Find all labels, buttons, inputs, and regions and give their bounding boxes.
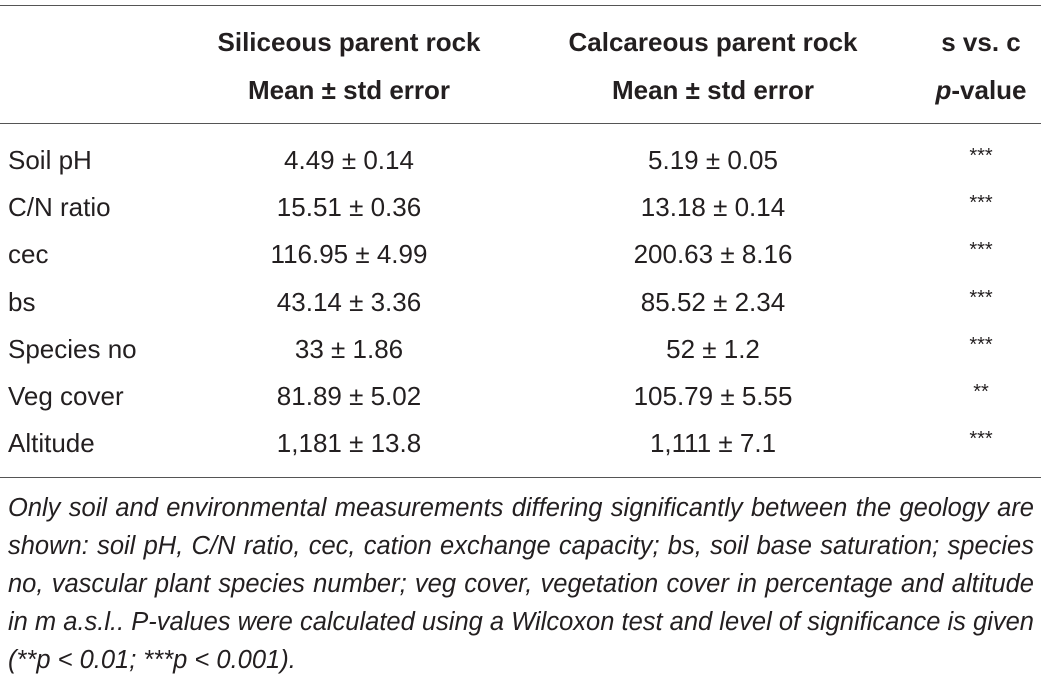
- significance: ***: [969, 286, 993, 309]
- value-cell: 85.52 ± 2.34: [640, 286, 786, 317]
- value-cell: 105.79 ± 5.55: [633, 381, 793, 411]
- row-label: Soil pH: [8, 145, 92, 175]
- significance: ***: [969, 145, 993, 167]
- significance: **: [973, 381, 989, 403]
- header-text: p: [935, 75, 952, 105]
- header-cell: Mean ± std error: [247, 75, 451, 105]
- value-cell: 81.89 ± 5.02: [276, 381, 422, 411]
- row-label: cec: [8, 239, 49, 270]
- value-cell: 52 ± 1.2: [666, 333, 760, 364]
- footnote: Only soil and environmental measurements…: [8, 494, 1034, 674]
- row-label: Species no: [8, 333, 137, 364]
- value-cell: 1,181 ± 13.8: [276, 428, 422, 459]
- value-cell: 116.95 ± 4.99: [270, 239, 428, 270]
- value-cell: 200.63 ± 8.16: [633, 239, 793, 270]
- value-cell: 13.18 ± 0.14: [640, 192, 786, 223]
- row-label: C/N ratio: [8, 192, 111, 223]
- header-cell: Calcareous parent rock: [568, 27, 858, 57]
- significance: ***: [969, 192, 993, 215]
- header-text: -value: [951, 75, 1027, 105]
- header-rule: [0, 123, 1041, 124]
- value-cell: 43.14 ± 3.36: [276, 286, 422, 317]
- value-cell: 1,111 ± 7.1: [649, 428, 777, 459]
- significance: ***: [969, 239, 993, 262]
- row-label: bs: [8, 286, 36, 317]
- significance: ***: [969, 428, 993, 451]
- top-rule: [0, 5, 1041, 6]
- significance: ***: [969, 333, 993, 356]
- header-cell: Siliceous parent rock: [217, 27, 481, 57]
- value-cell: 15.51 ± 0.36: [276, 192, 422, 223]
- row-label: Veg cover: [8, 381, 124, 411]
- value-cell: 4.49 ± 0.14: [284, 145, 414, 175]
- bottom-rule: [0, 477, 1041, 478]
- header-cell: p-value: [935, 75, 1026, 105]
- value-cell: 5.19 ± 0.05: [648, 145, 778, 175]
- header-cell: Mean ± std error: [611, 75, 815, 105]
- value-cell: 33 ± 1.86: [294, 333, 404, 364]
- row-label: Altitude: [8, 428, 95, 459]
- header-cell: s vs. c: [941, 27, 1021, 57]
